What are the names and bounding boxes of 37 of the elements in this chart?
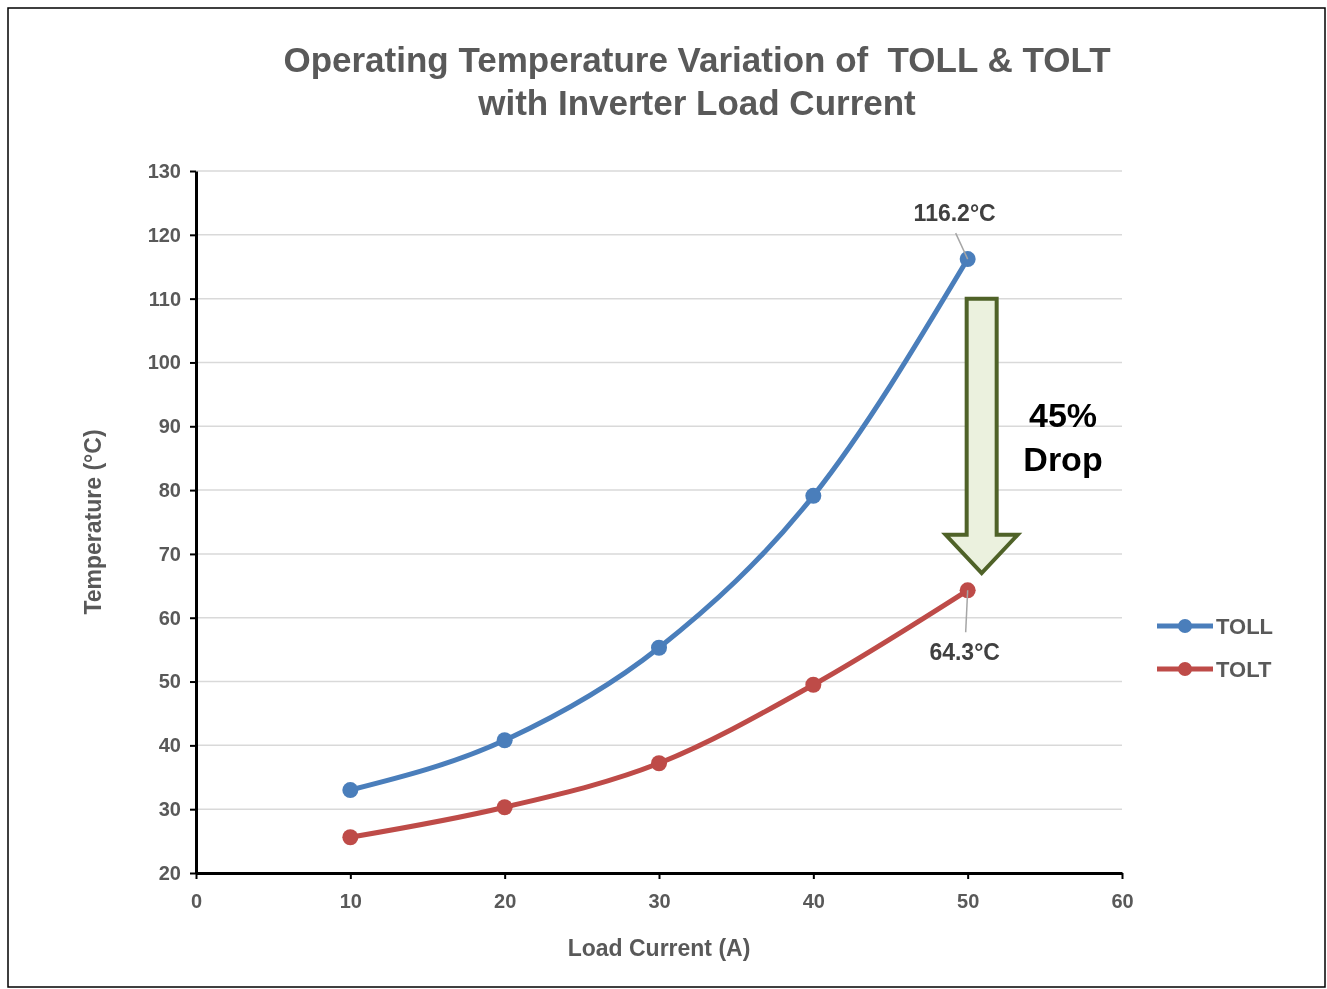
annotation: 45% Drop xyxy=(1023,396,1103,478)
y-tick-label: 40 xyxy=(158,734,181,757)
y-tick-label: 100 xyxy=(147,351,181,374)
y-tick-label: 80 xyxy=(158,478,181,501)
x-tick-label: 20 xyxy=(494,890,517,912)
point xyxy=(959,582,976,599)
point xyxy=(805,487,822,504)
legend-label: TOLL xyxy=(1216,614,1274,639)
point xyxy=(651,639,667,656)
point xyxy=(496,732,513,749)
y-tick-label: 70 xyxy=(158,542,181,565)
x-axis-title: Load Current (A) xyxy=(567,935,751,961)
y-tick-label: 130 xyxy=(147,159,181,182)
x-tick-label: 30 xyxy=(648,890,671,912)
point xyxy=(342,829,359,846)
y-tick-label: 50 xyxy=(158,670,181,693)
y-tick-label: 90 xyxy=(158,415,181,438)
y-axis-title: Temperature (°C) xyxy=(80,429,106,615)
point xyxy=(651,755,667,772)
point xyxy=(496,799,513,816)
x-tick-label: 0 xyxy=(190,890,203,912)
x-tick-label: 50 xyxy=(957,890,980,912)
chart-title: Operating Temperature Variation of TOLL & TOLT with Inverter Load Current xyxy=(283,40,1111,122)
point xyxy=(805,676,822,693)
y-tick-label: 30 xyxy=(158,798,181,821)
point xyxy=(342,782,359,799)
y-tick-label: 120 xyxy=(147,223,181,246)
y-tick-label: 110 xyxy=(148,287,181,310)
point xyxy=(959,251,976,268)
annotation: 116.2°C xyxy=(913,200,996,227)
x-tick-label: 40 xyxy=(802,890,825,912)
legend-label: TOLT xyxy=(1216,657,1272,682)
x-tick-label: 60 xyxy=(1111,890,1134,912)
y-tick-label: 20 xyxy=(158,861,181,884)
annotation: 64.3°C xyxy=(929,639,1000,666)
x-tick-label: 10 xyxy=(339,890,362,912)
y-tick-label: 60 xyxy=(158,606,181,629)
